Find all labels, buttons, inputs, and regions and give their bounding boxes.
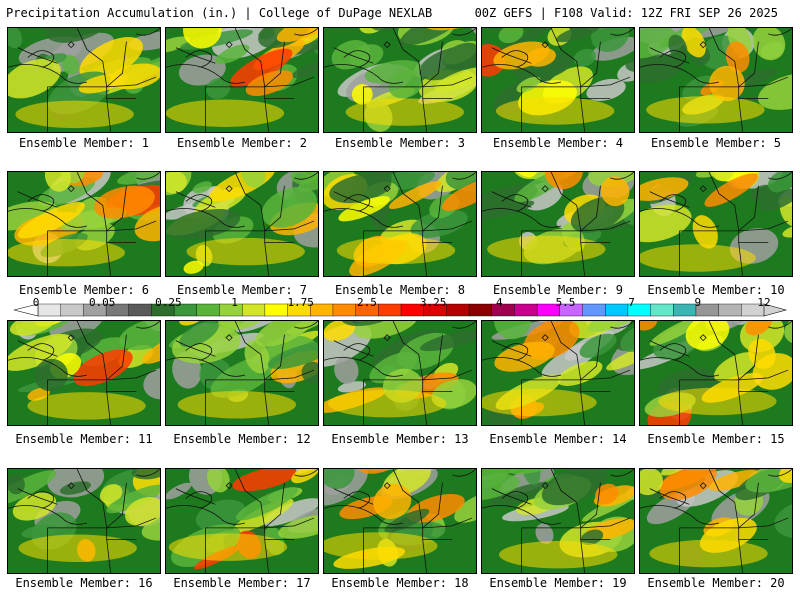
colorbar-swatch: [264, 303, 289, 317]
ensemble-member-map: [7, 171, 161, 277]
ensemble-member-map: [639, 320, 793, 426]
colorbar-swatch: [241, 303, 266, 317]
ensemble-member-label: Ensemble Member: 6: [18, 283, 150, 297]
colorbar-tick-label: 9: [694, 296, 702, 309]
ensemble-member-label: Ensemble Member: 9: [492, 283, 624, 297]
colorbar-swatch: [514, 303, 538, 317]
ensemble-member-map: [7, 320, 161, 426]
ensemble-member-map: [323, 171, 477, 277]
ensemble-member-map: [323, 320, 477, 426]
colorbar-tick-label: 3.25: [419, 296, 447, 309]
ensemble-member-label: Ensemble Member: 8: [334, 283, 466, 297]
ensemble-member-label: Ensemble Member: 1: [18, 136, 150, 150]
colorbar-max-arrow: [763, 303, 788, 317]
ensemble-member-label: Ensemble Member: 5: [650, 136, 782, 150]
ensemble-member-map: [323, 468, 477, 574]
ensemble-member-map: [7, 468, 161, 574]
colorbar-swatch: [196, 303, 220, 317]
ensemble-member-label: Ensemble Member: 3: [334, 136, 466, 150]
ensemble-member-label: Ensemble Member: 7: [176, 283, 308, 297]
colorbar-tick-label: 4: [495, 296, 503, 309]
ensemble-member-label: Ensemble Member: 10: [647, 283, 785, 297]
colorbar-tick-label: 7: [628, 296, 635, 309]
colorbar-swatch: [604, 303, 629, 317]
ensemble-member-map: [165, 27, 319, 133]
ensemble-member-label: Ensemble Member: 15: [647, 432, 785, 446]
ensemble-member-label: Ensemble Member: 2: [176, 136, 308, 150]
colorbar-swatch: [37, 303, 62, 317]
colorbar-tick-label: 1.75: [287, 296, 314, 309]
colorbar-tick-label: 12: [757, 296, 771, 309]
colorbar-swatch: [468, 303, 493, 317]
ensemble-member-label: Ensemble Member: 16: [15, 576, 153, 590]
colorbar-swatch: [128, 303, 152, 317]
ensemble-member-map: [7, 27, 161, 133]
ensemble-member-map: [639, 171, 793, 277]
model-run-info: 00Z GEFS | F108 Valid: 12Z FRI SEP 26 20…: [474, 6, 778, 20]
ensemble-member-map: [323, 27, 477, 133]
ensemble-member-map: [639, 27, 793, 133]
ensemble-member-label: Ensemble Member: 19: [489, 576, 627, 590]
colorbar-swatch: [582, 303, 606, 317]
map-title: Precipitation Accumulation (in.) | Colle…: [6, 6, 433, 20]
ensemble-member-map: [165, 468, 319, 574]
ensemble-member-label: Ensemble Member: 13: [331, 432, 469, 446]
colorbar-min-arrow: [13, 303, 39, 317]
colorbar-tick-label: 0.25: [155, 296, 182, 309]
ensemble-member-map: [165, 171, 319, 277]
ensemble-member-label: Ensemble Member: 14: [489, 432, 627, 446]
colorbar-swatch: [332, 303, 357, 317]
ensemble-member-map: [481, 320, 635, 426]
ensemble-member-label: Ensemble Member: 20: [647, 576, 785, 590]
ensemble-member-map: [165, 320, 319, 426]
colorbar-swatch: [60, 303, 84, 317]
ensemble-member-map: [481, 468, 635, 574]
colorbar-tick-label: 2.5: [356, 296, 377, 309]
ensemble-member-map: [481, 27, 635, 133]
colorbar-tick-label: 0: [32, 296, 40, 309]
ensemble-member-label: Ensemble Member: 17: [173, 576, 311, 590]
ensemble-member-map: [481, 171, 635, 277]
colorbar-tick-label: 0.05: [88, 296, 116, 309]
ensemble-member-label: Ensemble Member: 18: [331, 576, 469, 590]
colorbar-tick-label: 1: [231, 296, 238, 309]
colorbar-swatch: [378, 303, 402, 317]
ensemble-member-map: [639, 468, 793, 574]
ensemble-member-label: Ensemble Member: 11: [15, 432, 153, 446]
ensemble-member-label: Ensemble Member: 12: [173, 432, 311, 446]
colorbar-swatch: [650, 303, 674, 317]
colorbar-swatch: [673, 303, 697, 317]
precipitation-colorbar: [13, 303, 788, 317]
ensemble-member-label: Ensemble Member: 4: [492, 136, 624, 150]
colorbar-swatch: [446, 303, 470, 317]
colorbar-tick-label: 5.5: [555, 296, 576, 309]
colorbar-swatch: [718, 303, 742, 317]
